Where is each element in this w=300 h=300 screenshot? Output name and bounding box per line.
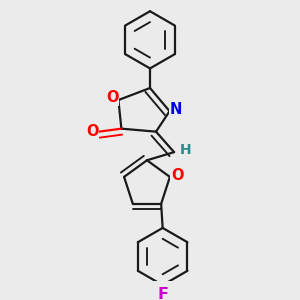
Text: O: O — [171, 168, 184, 183]
Text: O: O — [86, 124, 98, 139]
Text: N: N — [170, 102, 182, 117]
Text: F: F — [157, 287, 168, 300]
Text: H: H — [180, 143, 191, 157]
Text: O: O — [106, 90, 118, 105]
